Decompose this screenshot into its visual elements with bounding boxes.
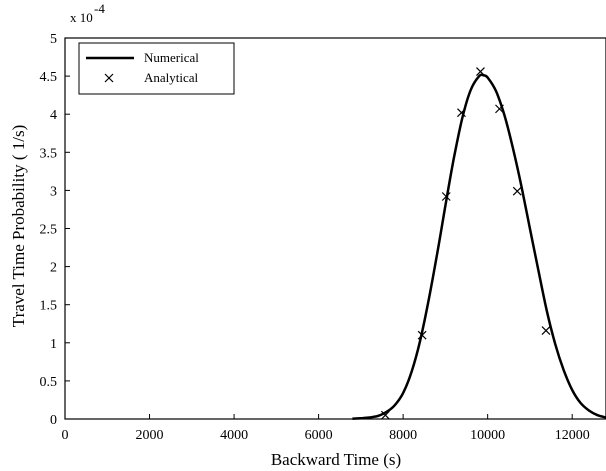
analytical-point [512, 186, 522, 196]
legend-box [78, 42, 235, 95]
y-tick-label: 3 [50, 184, 57, 199]
legend-entry-numerical: Numerical [144, 50, 199, 65]
plot-frame-group [64, 37, 606, 420]
y-tick-label: 0 [50, 413, 57, 428]
y-tick-label: 4.5 [40, 70, 58, 85]
analytical-point [441, 192, 451, 201]
x-tick-label: 8000 [389, 428, 417, 443]
y-tick-label: 2.5 [40, 223, 58, 238]
analytical-point [457, 108, 466, 118]
analytical-point [380, 410, 390, 420]
y-tick-label: 1.5 [40, 299, 58, 314]
x-tick-label: 10000 [470, 428, 505, 443]
y-axis-ticks: 0 0.5 1 1.5 2 2.5 3 3.5 4 4.5 5 [40, 32, 70, 428]
y-axis-label: Travel Time Probability ( 1/s) [9, 125, 28, 327]
x-axis-label: Backward Time (s) [271, 450, 401, 469]
x-tick-label: 0 [62, 428, 69, 443]
y-scale-label: x 10 [70, 10, 93, 25]
y-tick-label: 1 [50, 337, 57, 352]
legend-marker-sample [104, 73, 114, 83]
x-tick-label: 4000 [220, 428, 248, 443]
series-lines [352, 73, 606, 420]
y-tick-label: 3.5 [40, 146, 58, 161]
x-tick-label: 6000 [305, 428, 333, 443]
y-tick-label: 5 [50, 32, 57, 47]
y-tick-label: 0.5 [40, 375, 58, 390]
y-tick-label: 4 [50, 108, 57, 123]
analytical-point [495, 104, 504, 114]
analytical-point [417, 330, 427, 340]
y-scale-exponent: -4 [94, 1, 105, 16]
x-axis-ticks: 0 2000 4000 6000 8000 10000 12000 [62, 414, 590, 443]
x-tick-label: 2000 [136, 428, 164, 443]
plot-frame [64, 37, 606, 420]
analytical-point [541, 326, 551, 336]
analytical-point [476, 67, 485, 76]
series-markers [380, 67, 551, 420]
legend-entry-analytical: Analytical [144, 70, 199, 85]
legend: Numerical Analytical [78, 42, 235, 95]
x-tick-label: 12000 [555, 428, 590, 443]
series-line-numerical [352, 73, 606, 420]
y-tick-label: 2 [50, 261, 57, 276]
